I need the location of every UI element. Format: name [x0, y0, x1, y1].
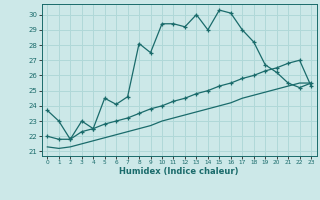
X-axis label: Humidex (Indice chaleur): Humidex (Indice chaleur) — [119, 167, 239, 176]
